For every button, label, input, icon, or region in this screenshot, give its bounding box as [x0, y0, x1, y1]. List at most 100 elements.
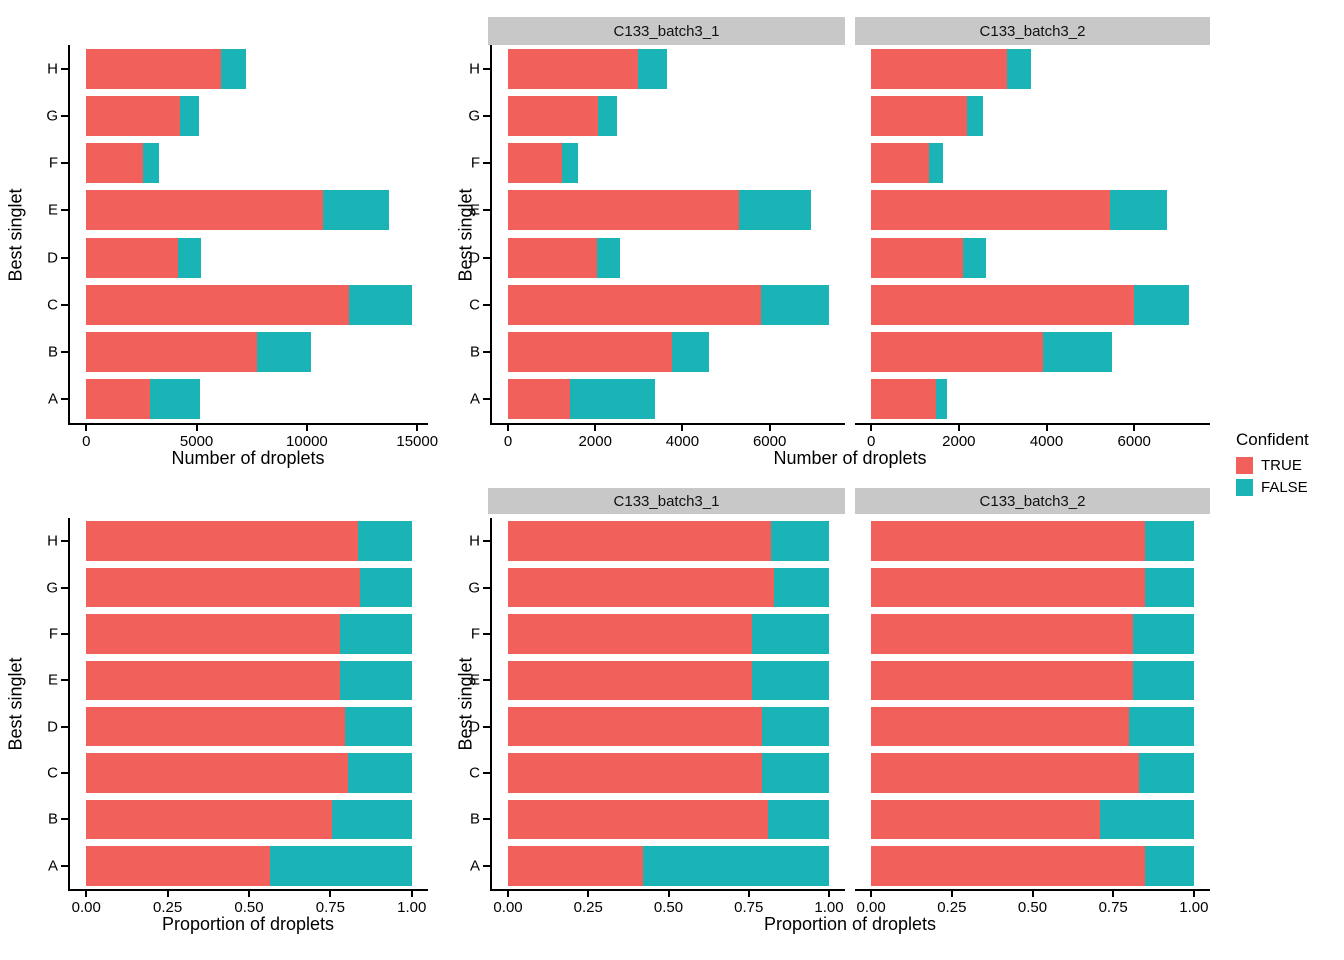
- x-tick-mark: [416, 425, 419, 431]
- x-tick-label: 0.50: [234, 899, 264, 916]
- y-tick-mark: [483, 351, 490, 354]
- x-tick-label: 6000: [752, 433, 787, 450]
- bar-D: [86, 706, 412, 747]
- bar-B: [86, 332, 312, 373]
- y-tick-mark: [61, 540, 68, 543]
- bar-C: [86, 753, 412, 793]
- bar-segment-true: [508, 379, 571, 420]
- x-axis-line: [490, 423, 845, 425]
- y-tick-mark: [483, 256, 490, 259]
- y-tick-mark: [61, 114, 68, 117]
- y-category-label: H: [47, 532, 58, 550]
- x-tick-mark: [1112, 891, 1115, 897]
- bar-D: [871, 706, 1194, 747]
- bar-H: [86, 521, 412, 561]
- bar-B: [86, 799, 412, 840]
- bar-segment-true: [871, 846, 1146, 886]
- x-tick-mark: [827, 891, 830, 897]
- y-tick-mark: [61, 818, 68, 821]
- bar-C: [508, 284, 829, 325]
- y-category-label: G: [468, 107, 480, 125]
- x-tick-mark: [870, 425, 873, 431]
- y-tick-mark: [61, 67, 68, 70]
- bar-segment-true: [86, 237, 178, 278]
- bar-F: [508, 143, 578, 184]
- bar-D: [871, 237, 986, 278]
- bar-A: [508, 846, 829, 886]
- bar-E: [508, 660, 829, 700]
- bar-segment-true: [508, 706, 762, 747]
- x-tick-mark: [747, 891, 750, 897]
- x-tick-label: 0.00: [493, 899, 523, 916]
- y-tick-mark: [483, 679, 490, 682]
- y-category-label: F: [48, 154, 58, 172]
- bar-B: [508, 799, 829, 840]
- legend-label-false: FALSE: [1261, 479, 1308, 496]
- x-tick-label: 4000: [665, 433, 700, 450]
- bar-segment-true: [86, 614, 341, 654]
- y-tick-mark: [483, 303, 490, 306]
- bar-H: [871, 521, 1194, 561]
- x-tick-mark: [507, 425, 510, 431]
- bar-C: [871, 753, 1194, 793]
- x-axis-title: Proportion of droplets: [161, 914, 335, 934]
- bar-E: [871, 660, 1194, 700]
- bar-D: [508, 706, 829, 747]
- x-tick-label: 0.25: [573, 899, 603, 916]
- bar-segment-true: [508, 237, 597, 278]
- x-tick-label: 0.50: [1017, 899, 1048, 916]
- bar-G: [508, 95, 618, 136]
- y-tick-mark: [483, 586, 490, 589]
- y-tick-mark: [61, 679, 68, 682]
- x-tick-label: 0.25: [153, 899, 183, 916]
- legend-swatch-false-icon: [1236, 479, 1253, 496]
- bar-B: [871, 799, 1194, 840]
- bar-segment-true: [508, 614, 752, 654]
- y-tick-mark: [61, 351, 68, 354]
- bar-B: [508, 332, 709, 373]
- y-category-label: B: [469, 810, 480, 828]
- bar-G: [871, 95, 984, 136]
- y-tick-mark: [61, 162, 68, 165]
- y-category-label: A: [47, 857, 58, 875]
- x-tick-label: 0: [82, 433, 91, 450]
- bar-segment-true: [871, 190, 1111, 231]
- bar-G: [871, 567, 1194, 608]
- bar-segment-true: [508, 332, 672, 373]
- x-tick-mark: [950, 891, 953, 897]
- y-category-label: G: [468, 579, 480, 597]
- bar-H: [871, 48, 1032, 89]
- x-tick-mark: [1133, 425, 1136, 431]
- y-tick-mark: [483, 162, 490, 165]
- bar-segment-true: [86, 190, 324, 231]
- x-tick-mark: [305, 425, 308, 431]
- bar-segment-true: [871, 237, 964, 278]
- x-tick-mark: [329, 891, 332, 897]
- y-category-label: F: [470, 625, 480, 643]
- y-category-label: B: [47, 810, 58, 828]
- bar-segment-true: [86, 48, 221, 89]
- y-tick-mark: [483, 864, 490, 867]
- bar-segment-true: [86, 846, 271, 886]
- bar-H: [86, 48, 247, 89]
- bar-segment-true: [86, 284, 349, 325]
- y-category-label: C: [47, 764, 58, 782]
- legend-title: Confident: [1236, 430, 1309, 449]
- bar-H: [508, 521, 829, 561]
- bar-segment-true: [871, 95, 967, 136]
- x-tick-mark: [85, 425, 88, 431]
- bar-B: [871, 332, 1113, 373]
- y-tick-mark: [61, 864, 68, 867]
- x-tick-label: 1.00: [1179, 899, 1209, 916]
- bar-A: [508, 379, 655, 420]
- bar-A: [871, 846, 1194, 886]
- x-tick-mark: [587, 891, 590, 897]
- bar-E: [871, 190, 1168, 231]
- y-category-label: B: [469, 343, 480, 361]
- bar-segment-true: [86, 95, 181, 136]
- bar-C: [86, 284, 412, 325]
- bar-segment-true: [508, 95, 599, 136]
- bar-F: [86, 143, 160, 184]
- bar-segment-true: [508, 753, 762, 793]
